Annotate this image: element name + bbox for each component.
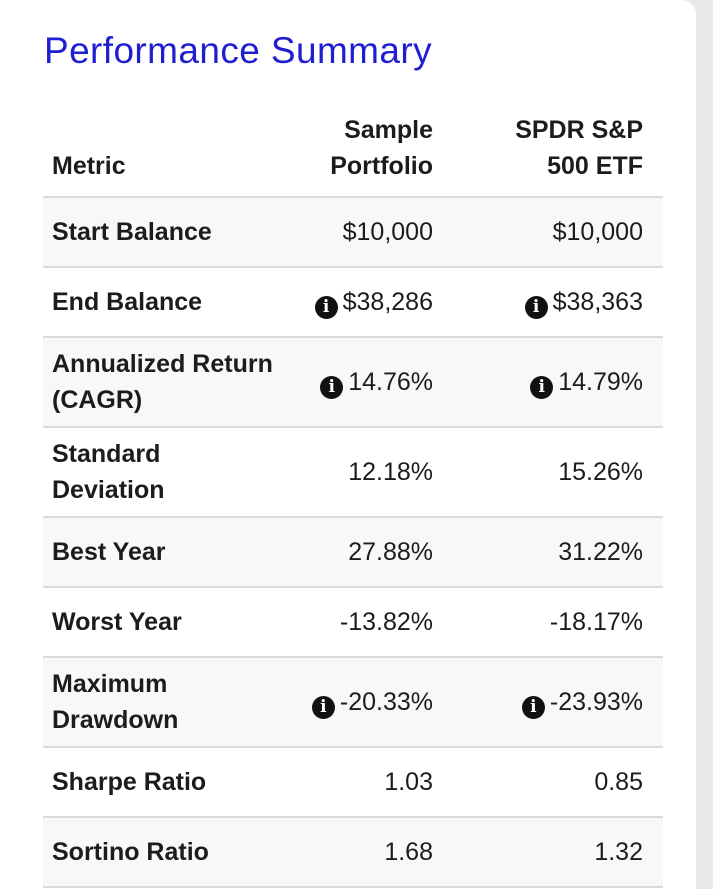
table-row: Start Balance $10,000 $10,000 — [43, 197, 663, 267]
info-circle-icon[interactable]: i — [524, 296, 548, 319]
portfolio-value-text: $38,286 — [342, 288, 433, 316]
portfolio-value: $10,000 — [288, 197, 453, 267]
table-row: Best Year 27.88% 31.22% — [43, 517, 663, 587]
column-header-portfolio-line: Portfolio — [330, 152, 433, 180]
metric-label-line: Standard — [52, 440, 161, 468]
metric-label-line: Drawdown — [52, 706, 179, 734]
column-header-portfolio: Sample Portfolio — [288, 108, 453, 198]
benchmark-value: i 14.79% — [453, 337, 663, 427]
portfolio-value: 1.68 — [288, 817, 453, 887]
table-row: Annualized Return (CAGR) i 14.76% i 14.79% — [43, 337, 663, 427]
metric-label: Sortino Ratio — [52, 838, 209, 866]
metric-label: Sharpe Ratio — [52, 768, 207, 796]
column-header-benchmark: SPDR S&P 500 ETF — [453, 108, 663, 198]
portfolio-value: -13.82% — [288, 587, 453, 657]
benchmark-value-text: 15.26% — [558, 458, 643, 486]
info-circle-icon[interactable]: i — [311, 696, 335, 719]
portfolio-value-text: 1.68 — [384, 838, 433, 866]
metric-label-line: Annualized Return — [52, 350, 273, 378]
column-header-portfolio-line: Sample — [344, 116, 433, 144]
column-header-benchmark-line: SPDR S&P — [515, 116, 643, 144]
column-header-metric: Metric — [43, 108, 288, 198]
metric-label-line: Deviation — [52, 476, 165, 504]
table-row: Worst Year -13.82% -18.17% — [43, 587, 663, 657]
benchmark-value-text: -18.17% — [549, 608, 643, 636]
performance-table: Metric Sample Portfolio SPDR S&P 500 ETF… — [43, 108, 663, 888]
metric-label: End Balance — [52, 288, 203, 316]
table-row: End Balance i $38,286 i $38,363 — [43, 267, 663, 337]
column-header-benchmark-line: 500 ETF — [547, 152, 643, 180]
benchmark-value-text: 14.79% — [558, 368, 643, 396]
info-circle-icon[interactable]: i — [320, 376, 344, 399]
metric-label: Annualized Return (CAGR) — [43, 337, 288, 427]
portfolio-value: 1.03 — [288, 747, 453, 817]
benchmark-value: 1.32 — [453, 817, 663, 887]
benchmark-value: -18.17% — [453, 587, 663, 657]
benchmark-value-text: $38,363 — [552, 288, 643, 316]
benchmark-value-text: -23.93% — [549, 688, 643, 716]
metric-label: Start Balance — [52, 218, 212, 246]
benchmark-value: $10,000 — [453, 197, 663, 267]
benchmark-value: i -23.93% — [453, 657, 663, 747]
metric-label: Best Year — [52, 538, 166, 566]
table-row: Sortino Ratio 1.68 1.32 — [43, 817, 663, 887]
portfolio-value-text: -20.33% — [339, 688, 433, 716]
portfolio-value-text: 27.88% — [348, 538, 433, 566]
page-title: Performance Summary — [44, 30, 432, 71]
benchmark-value-text: $10,000 — [552, 218, 643, 246]
benchmark-value: i $38,363 — [453, 267, 663, 337]
table-row: Standard Deviation 12.18% 15.26% — [43, 427, 663, 517]
benchmark-value-text: 0.85 — [594, 768, 643, 796]
benchmark-value: 0.85 — [453, 747, 663, 817]
metric-label: Worst Year — [52, 608, 182, 636]
metric-label-line: Maximum — [52, 670, 168, 698]
benchmark-value: 31.22% — [453, 517, 663, 587]
info-circle-icon[interactable]: i — [314, 296, 338, 319]
info-circle-icon[interactable]: i — [530, 376, 554, 399]
portfolio-value: i 14.76% — [288, 337, 453, 427]
benchmark-value-text: 1.32 — [594, 838, 643, 866]
performance-summary-card: Performance Summary Metric Sample Portfo… — [0, 0, 696, 889]
portfolio-value: 12.18% — [288, 427, 453, 517]
portfolio-value-text: -13.82% — [339, 608, 433, 636]
portfolio-value: i $38,286 — [288, 267, 453, 337]
table-row: Maximum Drawdown i -20.33% i -23.93% — [43, 657, 663, 747]
table-row: Sharpe Ratio 1.03 0.85 — [43, 747, 663, 817]
metric-label: Maximum Drawdown — [43, 657, 288, 747]
portfolio-value: i -20.33% — [288, 657, 453, 747]
info-circle-icon[interactable]: i — [521, 696, 545, 719]
table-header-row: Metric Sample Portfolio SPDR S&P 500 ETF — [43, 108, 663, 198]
portfolio-value: 27.88% — [288, 517, 453, 587]
portfolio-value-text: 12.18% — [348, 458, 433, 486]
portfolio-value-text: $10,000 — [342, 218, 433, 246]
portfolio-value-text: 14.76% — [348, 368, 433, 396]
metric-label-line: (CAGR) — [52, 386, 143, 414]
metric-label: Standard Deviation — [43, 427, 288, 517]
benchmark-value: 15.26% — [453, 427, 663, 517]
portfolio-value-text: 1.03 — [384, 768, 433, 796]
benchmark-value-text: 31.22% — [558, 538, 643, 566]
